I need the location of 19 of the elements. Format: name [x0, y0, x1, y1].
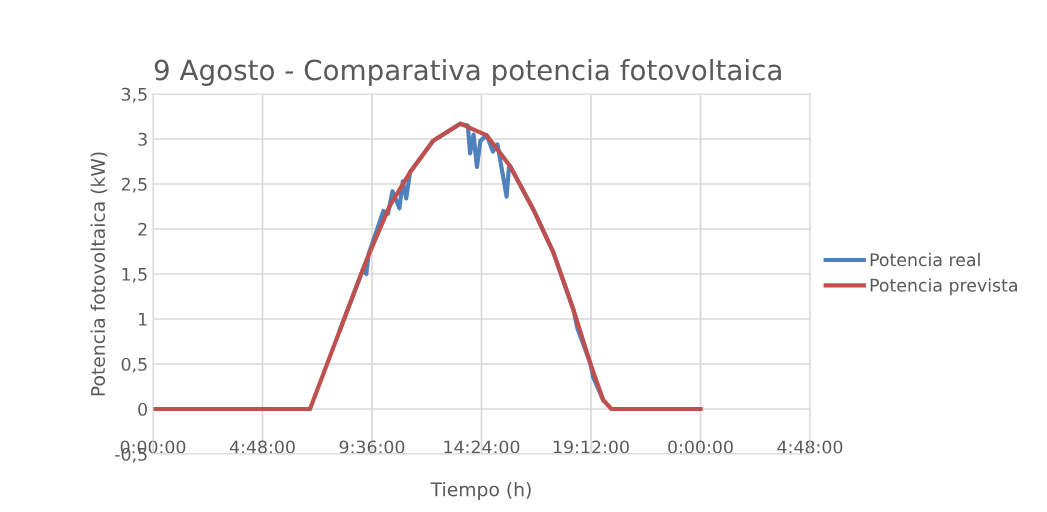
x-tick-label: 4:48:00: [777, 440, 843, 454]
y-tick-label: 3,5: [121, 87, 147, 103]
y-tick-label: 1,5: [122, 267, 147, 283]
x-tick-label: 19:12:00: [553, 440, 629, 454]
chart-title: 9 Agosto - Comparativa potencia fotovoltaica: [154, 59, 781, 86]
x-tick-label: 9:36:00: [339, 440, 405, 454]
y-tick-label: 2,5: [121, 177, 147, 193]
legend-label: Potencia real: [870, 252, 980, 267]
y-tick-label: 2: [138, 222, 147, 236]
y-tick-label: 0,5: [121, 357, 147, 373]
x-axis-title: Tiempo (h): [430, 481, 531, 501]
x-tick-label: 0:00:00: [668, 440, 733, 454]
x-tick-label: 4:48:00: [229, 440, 295, 454]
y-tick-label: 1: [139, 312, 147, 326]
x-tick-label: 14:24:00: [444, 440, 520, 454]
y-tick-label: 3: [138, 132, 147, 146]
y-axis-title: Potencia fotovoltaica (kW): [90, 152, 108, 396]
y-tick-label: 0: [138, 402, 147, 416]
legend-label: Potencia prevista: [870, 278, 1017, 296]
